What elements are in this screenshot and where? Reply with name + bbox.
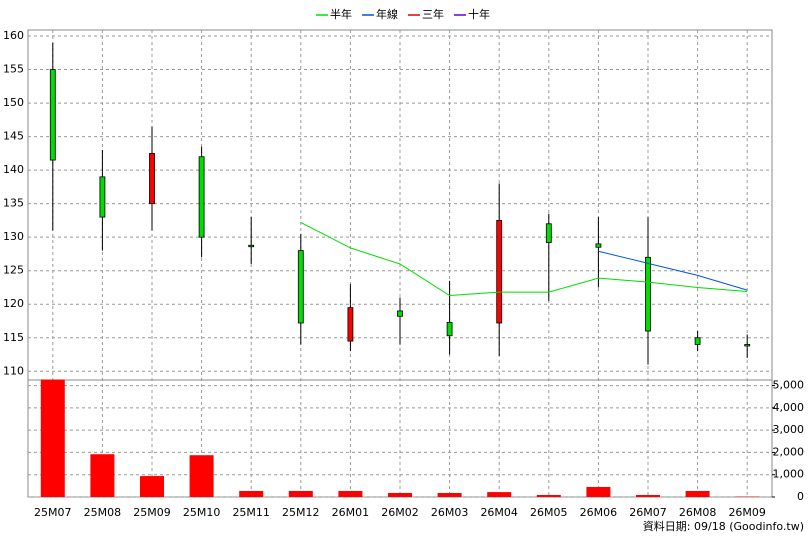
candle-body (595, 243, 602, 248)
candle-body (99, 176, 106, 218)
volume-bar (90, 454, 115, 497)
x-tick-label: 26M08 (679, 506, 717, 519)
y-tick-label: 145 (3, 130, 24, 143)
volume-tick-label: 0 (797, 490, 804, 503)
x-tick-label: 26M05 (530, 506, 568, 519)
x-tick-label: 26M06 (580, 506, 618, 519)
volume-bar (487, 492, 512, 497)
volume-tick-label: 5,000 (773, 379, 805, 392)
volume-tick-label: 4,000 (773, 401, 805, 414)
volume-bar (338, 490, 363, 497)
volume-tick-label: 1,000 (773, 468, 805, 481)
candle-body (347, 307, 354, 342)
legend-label: 年線 (376, 7, 398, 21)
candle-body (248, 244, 255, 248)
volume-bar (437, 492, 462, 497)
volume-bar (288, 490, 313, 497)
volume-bar (536, 494, 561, 497)
ma-line (598, 250, 748, 291)
y-tick-label: 130 (3, 230, 24, 243)
y-tick-label: 140 (3, 163, 24, 176)
volume-tick-label: 2,000 (773, 445, 805, 458)
x-tick-label: 26M04 (480, 506, 518, 519)
candle-body (744, 344, 751, 347)
x-tick-label: 26M01 (332, 506, 370, 519)
y-tick-label: 120 (3, 297, 24, 310)
legend-label: 半年 (330, 7, 352, 21)
candle-body (645, 256, 651, 332)
volume-tick-label: 3,000 (773, 423, 805, 436)
x-tick-label: 26M07 (629, 506, 667, 519)
candle-body (694, 337, 701, 345)
volume-bar (636, 494, 660, 497)
y-tick-label: 155 (3, 63, 24, 76)
volume-bar (388, 492, 412, 497)
x-tick-label: 25M09 (133, 506, 171, 519)
x-tick-label: 25M07 (34, 506, 72, 519)
candle-body (496, 220, 503, 324)
legend-label: 三年 (422, 7, 444, 21)
y-tick-label: 150 (3, 96, 24, 109)
x-tick-label: 25M10 (183, 506, 221, 519)
candle-body (49, 69, 56, 161)
candle-body (297, 250, 304, 324)
candle-body (545, 223, 552, 243)
volume-bar (40, 379, 65, 497)
y-tick-label: 110 (3, 364, 24, 377)
y-tick-label: 115 (3, 331, 24, 344)
y-tick-label: 160 (3, 29, 24, 42)
y-tick-label: 135 (3, 197, 24, 210)
legend-label: 十年 (468, 7, 490, 21)
x-tick-label: 25M11 (232, 506, 270, 519)
footnote: 資料日期: 09/18 (Goodinfo.tw) (643, 519, 804, 533)
x-tick-label: 26M09 (728, 506, 766, 519)
candle-body (149, 152, 155, 205)
x-tick-label: 26M03 (431, 506, 469, 519)
x-tick-label: 25M12 (282, 506, 320, 519)
y-tick-label: 125 (3, 264, 24, 277)
x-tick-label: 25M08 (84, 506, 122, 519)
candle-body (198, 156, 205, 238)
candle-body (397, 310, 403, 317)
ma-line (300, 221, 748, 297)
volume-bar (140, 476, 164, 497)
volume-bar (685, 490, 710, 497)
volume-bar (189, 455, 214, 497)
candle-body (446, 321, 453, 337)
x-tick-label: 26M02 (381, 506, 419, 519)
volume-bar (586, 486, 611, 497)
volume-bar (239, 490, 264, 497)
